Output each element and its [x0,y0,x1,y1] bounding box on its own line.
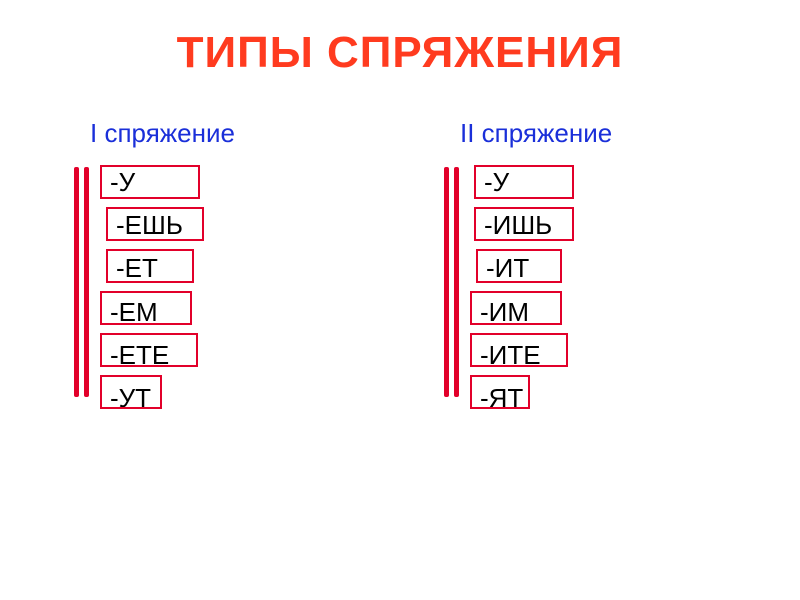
ending-ii-4: -ИТЕ [480,340,730,371]
ending-ii-5: -ЯТ [480,383,730,414]
column-ii-endings: -У -ИШЬ -ИТ -ИМ -ИТЕ -ЯТ [440,167,730,414]
columns-container: I спряжение -У -ЕШЬ -ЕТ -ЕМ -ЕТЕ -УТ II … [0,118,800,426]
ending-i-3: -ЕМ [110,297,360,328]
page-title: ТИПЫ СПРЯЖЕНИЯ [0,0,800,78]
column-i: I спряжение -У -ЕШЬ -ЕТ -ЕМ -ЕТЕ -УТ [70,118,360,426]
ending-ii-0: -У [484,167,730,198]
ending-i-2: -ЕТ [116,253,360,284]
column-ii-heading: II спряжение [460,118,730,149]
ending-ii-2: -ИТ [486,253,730,284]
column-ii-bar-2 [454,167,459,397]
ending-i-4: -ЕТЕ [110,340,360,371]
column-ii: II спряжение -У -ИШЬ -ИТ -ИМ -ИТЕ -ЯТ [440,118,730,426]
ending-i-5: -УТ [110,383,360,414]
ending-i-1: -ЕШЬ [116,210,360,241]
ending-ii-3: -ИМ [480,297,730,328]
column-i-bar-2 [84,167,89,397]
column-i-heading: I спряжение [90,118,360,149]
ending-i-0: -У [110,167,360,198]
column-i-bar-1 [74,167,79,397]
column-i-endings: -У -ЕШЬ -ЕТ -ЕМ -ЕТЕ -УТ [70,167,360,414]
ending-ii-1: -ИШЬ [484,210,730,241]
column-ii-bar-1 [444,167,449,397]
